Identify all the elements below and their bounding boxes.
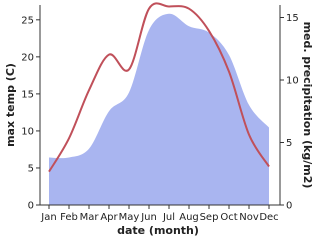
y2-tick-label: 0 <box>286 201 292 212</box>
x-tick-label: Apr <box>100 212 118 223</box>
x-tick-label: Jan <box>40 212 56 223</box>
y2-axis-title: med. precipitation (kg/m2) <box>301 22 314 189</box>
y-tick-label: 5 <box>28 163 34 174</box>
y2-tick-label: 15 <box>286 13 299 24</box>
x-tick-label: Sep <box>200 212 219 223</box>
y-tick-label: 0 <box>28 201 34 212</box>
y-tick-label: 15 <box>21 89 34 100</box>
x-tick-label: Jun <box>140 212 157 223</box>
x-tick-label: Dec <box>259 212 278 223</box>
y-tick-label: 25 <box>21 15 34 26</box>
x-tick-label: May <box>119 212 140 223</box>
x-axis-title: date (month) <box>117 224 199 237</box>
x-tick-label: Nov <box>239 212 259 223</box>
y2-tick-label: 10 <box>286 76 299 87</box>
precipitation-area <box>49 13 269 205</box>
y-tick-label: 20 <box>21 52 34 63</box>
x-tick-label: Aug <box>179 212 199 223</box>
x-tick-label: Feb <box>60 212 78 223</box>
y-tick-label: 10 <box>21 126 34 137</box>
temperature-line <box>48 2 270 173</box>
y2-tick-label: 5 <box>286 138 292 149</box>
x-tick-label: Mar <box>80 212 100 223</box>
x-tick-label: Oct <box>220 212 237 223</box>
x-tick-label: Jul <box>162 212 175 223</box>
chart: date (month) max temp (C) med. precipita… <box>4 2 314 237</box>
y-axis-title: max temp (C) <box>4 63 17 147</box>
